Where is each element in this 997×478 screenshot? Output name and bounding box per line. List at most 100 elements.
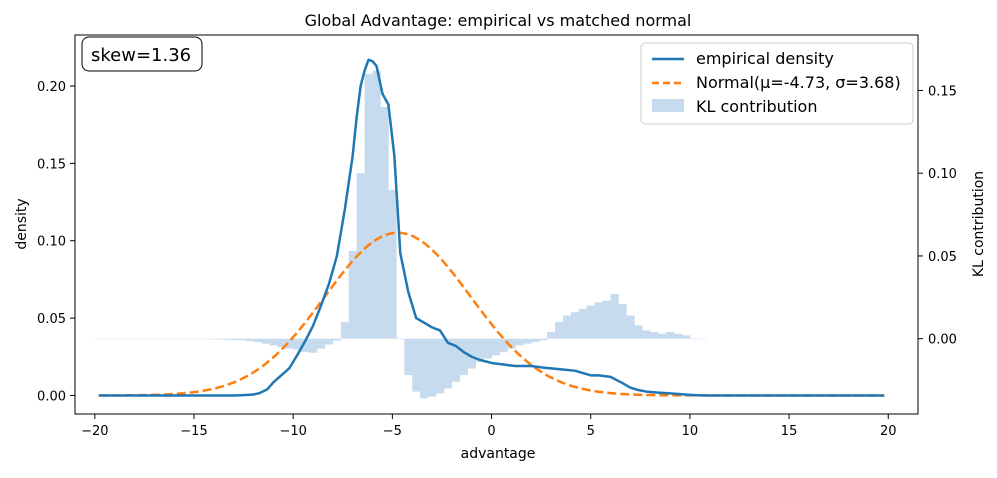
kl-bar <box>332 338 342 341</box>
kl-bar <box>467 338 476 369</box>
kl-bar <box>277 338 286 347</box>
y2-tick-label: 0.05 <box>928 250 957 265</box>
kl-bar <box>166 338 175 340</box>
kl-bar <box>642 330 651 339</box>
legend-kl-swatch <box>652 99 684 112</box>
plot-frame <box>74 34 919 415</box>
y-tick-label: 0.05 <box>37 312 66 327</box>
kl-bar <box>547 332 556 339</box>
y2-tick-label: 0.00 <box>928 333 957 348</box>
kl-bar <box>285 338 294 349</box>
kl-bar <box>110 338 119 340</box>
kl-bar <box>293 338 302 350</box>
kl-bar <box>237 338 246 341</box>
kl-bar <box>316 338 326 349</box>
kl-bar <box>340 322 350 339</box>
empirical-density-line <box>98 58 885 397</box>
kl-bar <box>174 338 183 340</box>
x-tick-label: 15 <box>781 424 798 439</box>
kl-bar <box>229 338 238 341</box>
kl-bar <box>182 338 191 340</box>
kl-bar <box>142 338 151 340</box>
kl-bar <box>650 332 659 339</box>
kl-bar <box>301 338 310 352</box>
normal-fit-line <box>98 231 885 397</box>
kl-bar <box>261 338 270 344</box>
kl-bar <box>102 338 111 340</box>
kl-bar <box>205 338 215 340</box>
kl-bar <box>356 173 365 339</box>
x-tick-label: −10 <box>279 424 306 439</box>
y-tick-label: 0.15 <box>37 157 66 172</box>
legend-box <box>640 42 914 125</box>
x-tick-label: 10 <box>682 424 699 439</box>
x-tick-label: −20 <box>81 424 108 439</box>
kl-bar <box>491 338 500 356</box>
kl-bar <box>134 338 143 340</box>
kl-bar <box>610 294 619 339</box>
kl-bar <box>388 189 397 339</box>
kl-bar <box>253 338 262 343</box>
kl-bar <box>197 338 207 340</box>
kl-bar <box>689 338 699 340</box>
kl-bar <box>428 338 437 397</box>
kl-bar <box>507 338 516 349</box>
kl-bar <box>555 322 564 339</box>
kl-bar <box>618 303 627 339</box>
kl-bar <box>404 338 413 376</box>
y-tick-label: 0.20 <box>37 80 66 95</box>
y-tick-label: 0.00 <box>37 389 66 404</box>
kl-bar <box>309 338 318 353</box>
kl-bar <box>94 338 104 340</box>
x-axis-ticks: −20 −15 −10 −5 0 5 10 15 20 <box>81 414 897 439</box>
skew-annotation: skew=1.36 <box>91 45 191 66</box>
kl-bar <box>221 338 231 340</box>
kl-bar <box>562 315 572 339</box>
kl-bar <box>372 70 381 339</box>
kl-bar <box>586 305 595 339</box>
kl-bar <box>475 338 484 362</box>
kl-bar <box>245 338 254 342</box>
x-tick-label: 5 <box>587 424 595 439</box>
kl-bar <box>190 338 199 340</box>
kl-bar <box>602 300 611 339</box>
kl-bar <box>634 325 643 339</box>
kl-bar <box>658 333 667 339</box>
kl-bar <box>269 338 278 346</box>
kl-bar <box>594 302 603 339</box>
kl-bar <box>523 338 532 344</box>
kl-bar <box>681 335 691 339</box>
kl-bar <box>531 338 540 343</box>
kl-bar <box>150 338 159 340</box>
legend-kl-label: KL contribution <box>696 97 817 116</box>
skew-annotation-box <box>81 36 203 72</box>
kl-bar <box>626 315 635 339</box>
kl-contribution-bars <box>94 70 707 399</box>
x-tick-label: 0 <box>487 424 495 439</box>
kl-bar <box>420 338 429 399</box>
kl-bar <box>348 250 357 339</box>
y2-axis-ticks: 0.00 0.05 0.10 0.15 <box>918 84 957 348</box>
kl-bar <box>697 338 707 340</box>
legend-normal-label: Normal(μ=-4.73, σ=3.68) <box>696 73 901 92</box>
kl-bar <box>499 338 508 352</box>
x-tick-label: −5 <box>383 424 402 439</box>
kl-bar <box>158 338 167 340</box>
kl-bar <box>412 338 421 392</box>
kl-bar <box>443 338 453 389</box>
y2-tick-label: 0.10 <box>928 167 957 182</box>
kl-bar <box>380 106 389 339</box>
kl-bar <box>436 338 445 394</box>
kl-bar <box>364 73 373 339</box>
kl-bar <box>578 308 588 339</box>
kl-bar <box>126 338 135 340</box>
kl-bar <box>213 338 223 340</box>
legend: empirical density Normal(μ=-4.73, σ=3.68… <box>640 42 914 125</box>
y2-tick-label: 0.15 <box>928 84 957 99</box>
kl-bar <box>674 333 683 339</box>
kl-bar <box>459 338 469 376</box>
kl-bar <box>324 338 334 345</box>
y-axis-label: density <box>14 198 30 249</box>
kl-bar <box>539 338 548 341</box>
